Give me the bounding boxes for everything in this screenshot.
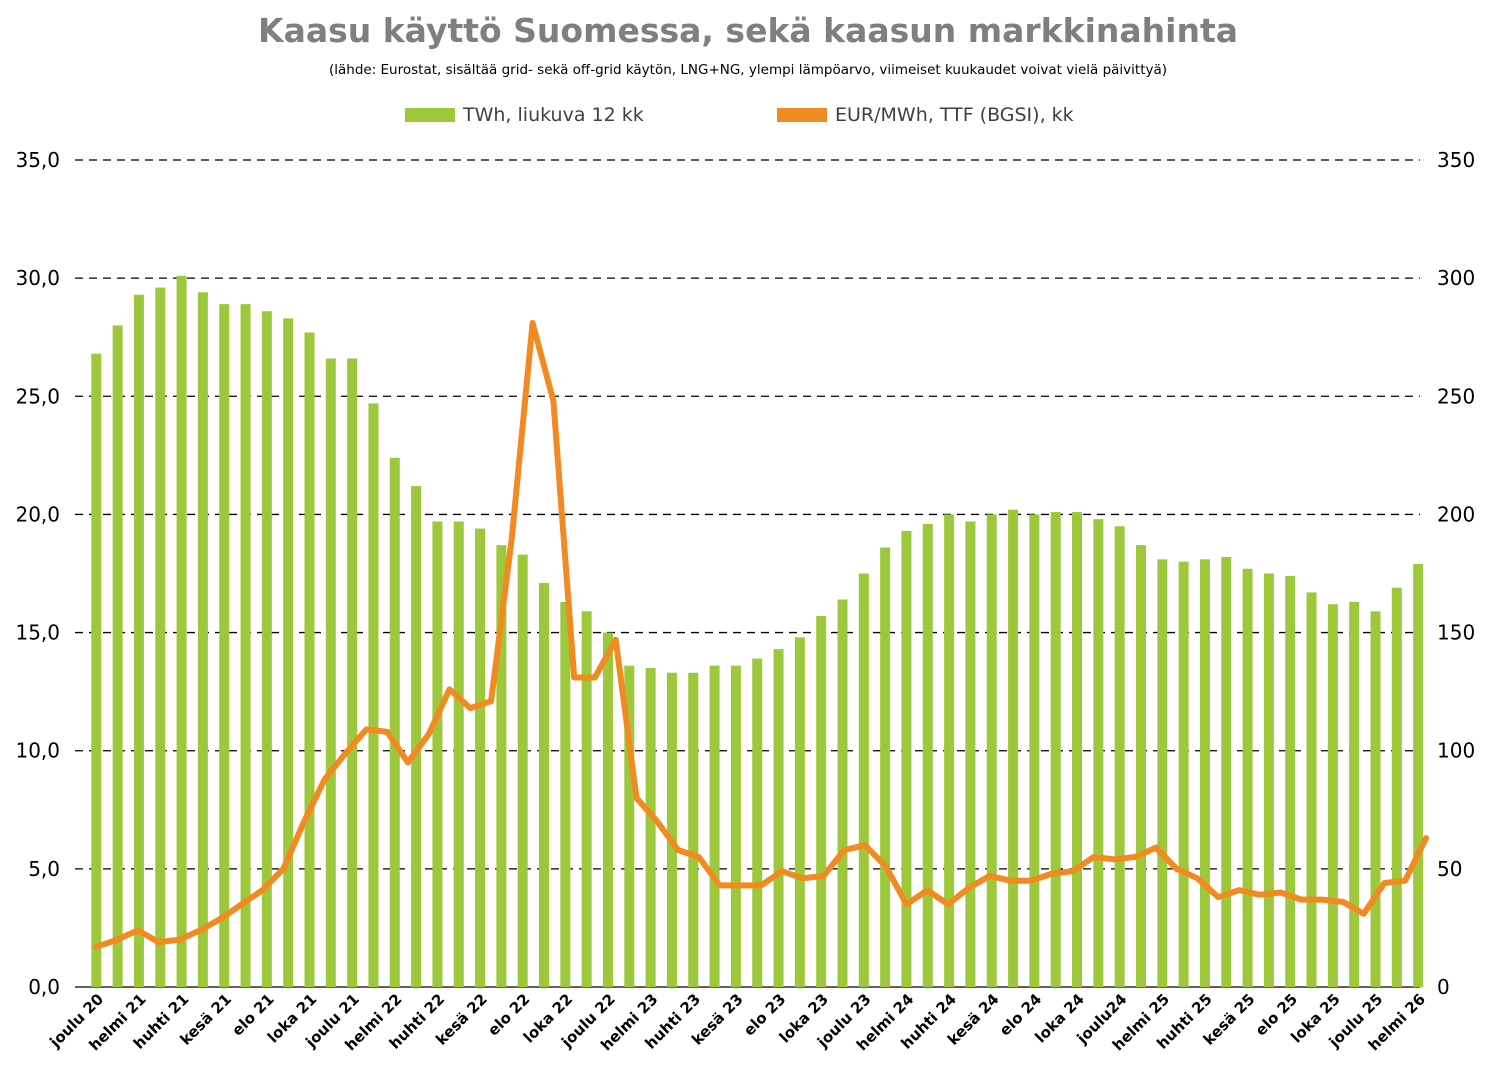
bar bbox=[475, 528, 486, 987]
bar bbox=[1370, 611, 1381, 987]
bar bbox=[1413, 564, 1424, 987]
bar bbox=[1114, 526, 1125, 987]
bar bbox=[219, 304, 230, 987]
bar bbox=[666, 672, 677, 987]
y-right-tick-label: 200 bbox=[1437, 502, 1475, 526]
bar-series bbox=[91, 275, 1424, 988]
bar bbox=[1221, 556, 1232, 987]
bar bbox=[1008, 509, 1019, 987]
bar bbox=[155, 287, 166, 987]
bar bbox=[944, 514, 955, 987]
bar bbox=[539, 582, 550, 987]
bar bbox=[1349, 601, 1360, 987]
legend-label-line: EUR/MWh, TTF (BGSI), kk bbox=[835, 104, 1074, 126]
bar bbox=[261, 311, 272, 987]
y-left-tick-label: 5,0 bbox=[28, 857, 60, 881]
right-axis: 0 50 100 150 200 250 300 350 bbox=[1437, 148, 1475, 999]
bar bbox=[1327, 604, 1338, 987]
bar bbox=[432, 521, 443, 987]
bar bbox=[858, 573, 869, 987]
y-left-tick-label: 15,0 bbox=[15, 621, 60, 645]
bar bbox=[325, 358, 336, 988]
y-right-tick-label: 100 bbox=[1437, 739, 1475, 763]
bar bbox=[922, 523, 933, 987]
y-right-tick-label: 350 bbox=[1437, 148, 1475, 172]
bar bbox=[816, 616, 827, 987]
y-left-tick-label: 35,0 bbox=[15, 148, 60, 172]
bar bbox=[1199, 559, 1210, 987]
bar bbox=[91, 353, 102, 987]
bar bbox=[560, 601, 571, 987]
y-left-tick-label: 10,0 bbox=[15, 739, 60, 763]
bar bbox=[901, 530, 912, 987]
y-left-tick-label: 20,0 bbox=[15, 502, 60, 526]
left-axis: 0,0 5,0 10,0 15,0 20,0 25,0 30,0 35,0 bbox=[15, 148, 60, 999]
chart-subtitle: (lähde: Eurostat, sisältää grid- sekä of… bbox=[329, 62, 1167, 78]
bar bbox=[1093, 519, 1104, 987]
bar bbox=[965, 521, 976, 987]
bar bbox=[794, 637, 805, 987]
bar bbox=[1242, 568, 1253, 987]
bar bbox=[517, 554, 528, 987]
y-left-tick-label: 25,0 bbox=[15, 384, 60, 408]
bar bbox=[1178, 561, 1189, 987]
bar bbox=[1285, 575, 1296, 987]
legend: TWh, liukuva 12 kk EUR/MWh, TTF (BGSI), … bbox=[405, 104, 1074, 126]
legend-swatch-bars bbox=[405, 108, 455, 122]
y-right-tick-label: 0 bbox=[1437, 975, 1450, 999]
bar bbox=[1050, 512, 1061, 987]
bar bbox=[1072, 512, 1083, 987]
bar bbox=[645, 668, 656, 987]
bar bbox=[1157, 559, 1168, 987]
bar bbox=[368, 403, 379, 988]
bar bbox=[1135, 545, 1146, 987]
bar bbox=[624, 665, 635, 987]
line-series bbox=[93, 320, 1429, 950]
y-right-tick-label: 250 bbox=[1437, 384, 1475, 408]
bar bbox=[688, 672, 699, 987]
bar bbox=[176, 275, 187, 987]
legend-swatch-line bbox=[777, 108, 827, 122]
bar bbox=[1391, 587, 1402, 987]
bar bbox=[453, 521, 464, 987]
bar bbox=[880, 547, 891, 987]
bar bbox=[709, 665, 720, 987]
bar bbox=[730, 665, 741, 987]
bar bbox=[837, 599, 848, 987]
bar bbox=[112, 325, 123, 987]
bar bbox=[1263, 573, 1274, 987]
bar bbox=[986, 514, 997, 987]
bar bbox=[411, 486, 422, 987]
bar bbox=[133, 294, 144, 987]
bar bbox=[347, 358, 358, 988]
bar bbox=[240, 304, 251, 987]
bar bbox=[752, 658, 763, 987]
bar bbox=[304, 332, 315, 987]
bar bbox=[1029, 514, 1040, 987]
y-left-tick-label: 0,0 bbox=[28, 975, 60, 999]
gridlines bbox=[75, 159, 1420, 988]
y-right-tick-label: 50 bbox=[1437, 857, 1462, 881]
bar bbox=[197, 292, 208, 987]
y-left-tick-label: 30,0 bbox=[15, 266, 60, 290]
bar bbox=[773, 649, 784, 987]
bar bbox=[1306, 592, 1317, 987]
bar bbox=[389, 457, 400, 988]
bar bbox=[602, 632, 613, 987]
chart-title: Kaasu käyttö Suomessa, sekä kaasun markk… bbox=[258, 11, 1238, 50]
legend-label-bars: TWh, liukuva 12 kk bbox=[462, 104, 644, 126]
y-right-tick-label: 150 bbox=[1437, 621, 1475, 645]
y-right-tick-label: 300 bbox=[1437, 266, 1475, 290]
bar bbox=[581, 611, 592, 987]
bar bbox=[496, 545, 507, 987]
bar bbox=[283, 318, 294, 988]
